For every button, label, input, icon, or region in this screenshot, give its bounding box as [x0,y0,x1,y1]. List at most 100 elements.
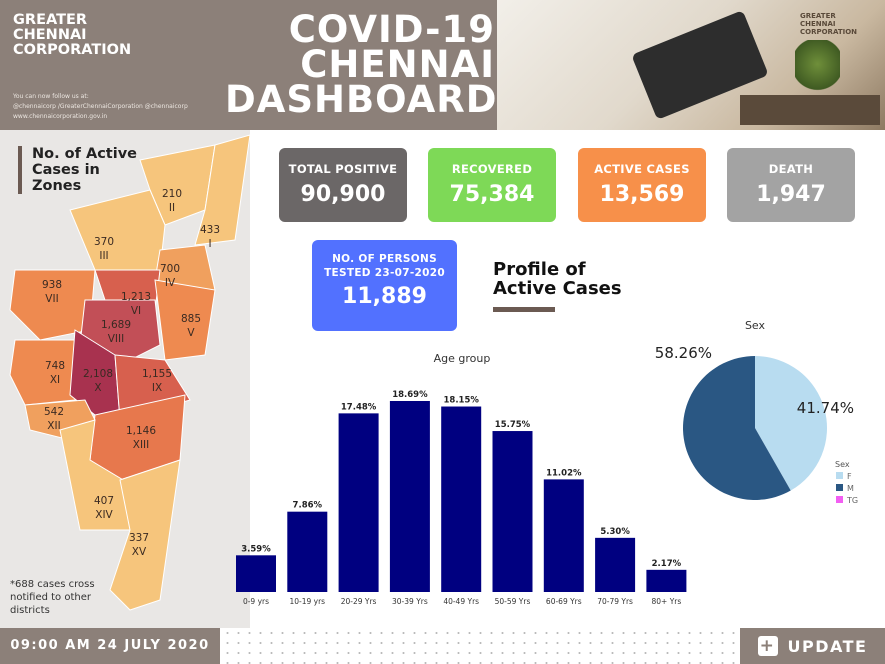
org-line: CORPORATION [13,42,132,58]
zone-number: IX [151,382,163,394]
corporation-logo: GREATER CHENNAI CORPORATION [800,12,857,36]
zone-number: XIV [95,509,113,521]
zone-II [139,144,216,226]
logo-line: CHENNAI [800,20,836,28]
bar-50-59 Yrs [492,431,533,592]
card-value: 75,384 [449,182,535,207]
zone-value: 700 [159,263,181,275]
zone-value: 885 [180,313,202,325]
bar-20-29 Yrs [338,413,379,592]
update-button[interactable]: + UPDATE [740,628,885,664]
plus-icon: + [757,636,778,656]
zone-number: XI [49,374,61,386]
zone-label-X: 2,108 X [83,367,113,395]
bar-0-9 yrs [236,555,276,592]
bar-data-label: 7.86% [293,501,323,511]
report-datetime: 09:00 AM 24 JULY 2020 [0,628,220,664]
zone-map [9,134,250,611]
logo-line: GREATER [800,12,836,20]
zone-label-XIV: 407 XIV [94,494,114,522]
books-image [740,95,880,125]
legend-label: TG [846,496,858,505]
map-title: No. of Active Cases in Zones [18,146,137,194]
website-link[interactable]: www.chennaicorporation.gov.in [13,113,108,120]
zone-label-XV: 337 XV [129,531,149,559]
bar-data-label: 11.02% [546,468,582,478]
death-card: DEATH 1,947 [727,148,855,222]
map-title-line: Cases in [32,162,100,178]
bar-40-49 Yrs [441,406,482,592]
title-line: DASHBOARD [225,78,498,121]
bar-category-label: 0-9 yrs [243,597,269,606]
zone-number: VII [45,293,59,305]
bar-data-label: 18.69% [392,390,428,400]
total-positive-card: TOTAL POSITIVE 90,900 [279,148,407,222]
zone-value: 1,155 [141,368,173,380]
legend-label: F [847,472,852,481]
zone-number: IV [164,277,176,289]
bar-category-label: 80+ Yrs [652,597,682,606]
card-label: NO. OF PERSONS TESTED 23-07-2020 [312,252,457,280]
profile-title: Profile of Active Cases [493,260,622,298]
org-line: CHENNAI [13,27,87,43]
pie-slice-label: 58.26% [655,344,712,362]
zone-number: X [94,382,102,394]
header-banner [0,0,497,130]
zone-value: 748 [44,360,66,372]
bar-category-label: 30-39 Yrs [392,597,428,606]
social-handles[interactable]: @chennaicorp /GreaterChennaiCorporation … [13,103,188,110]
zone-number: VI [130,305,142,317]
legend-swatch-TG [836,496,843,503]
bar-data-label: 15.75% [495,420,531,430]
bar-category-label: 40-49 Yrs [443,597,479,606]
zone-label-XI: 748 XI [45,359,65,387]
card-value: 90,900 [300,182,386,207]
zone-label-V: 885 V [181,312,201,340]
dashboard-title: COVID-19 CHENNAI DASHBOARD [225,8,498,121]
zone-value: 938 [41,279,63,291]
org-line: GREATER [13,12,88,28]
bar-60-69 Yrs [543,479,584,592]
zone-VII [9,269,96,341]
pie-slice-label: 41.74% [797,399,854,417]
zone-label-IV: 700 IV [160,262,180,290]
zone-label-IX: 1,155 IX [142,367,172,395]
zone-value: 433 [199,224,221,236]
title-line: CHENNAI [300,43,495,86]
zone-value: 1,213 [120,291,152,303]
zone-III [69,189,166,271]
zone-label-VI: 1,213 VI [121,290,151,318]
zone-label-VIII: 1,689 VIII [101,318,131,346]
card-label: DEATH [768,162,814,176]
cross-notified-note: *688 cases cross notified to other distr… [10,579,95,616]
zone-V [154,279,216,361]
pie-slice-F [755,356,827,491]
profile-underline [493,307,555,312]
bar-data-label: 18.15% [443,396,479,406]
pie-chart-title: Sex [745,319,766,332]
zone-number: I [208,238,212,250]
pie-slice-M [683,356,791,500]
zone-number: XII [47,420,61,432]
zone-value: 542 [43,406,65,418]
card-label-line: NO. OF PERSONS [332,253,437,265]
legend-label: M [847,484,854,493]
legend-swatch-F [836,472,843,479]
title-line: COVID-19 [288,8,495,51]
card-value: 1,947 [756,182,826,207]
org-name: GREATER CHENNAI CORPORATION [13,13,131,58]
zone-number: V [187,327,195,339]
update-label: UPDATE [787,636,868,656]
bar-data-label: 2.17% [652,559,682,569]
zone-XI [9,339,76,406]
zone-label-VII: 938 VII [42,278,62,306]
plant-image [795,40,840,100]
zone-number: XV [131,546,147,558]
bar-category-label: 50-59 Yrs [495,597,531,606]
zone-label-II: 210 II [162,187,182,215]
profile-title-line: Active Cases [493,278,622,299]
map-title-line: Zones [32,178,82,194]
zone-value: 370 [93,236,115,248]
follow-text: You can now follow us at: [13,93,89,100]
card-value: 13,569 [599,182,685,207]
